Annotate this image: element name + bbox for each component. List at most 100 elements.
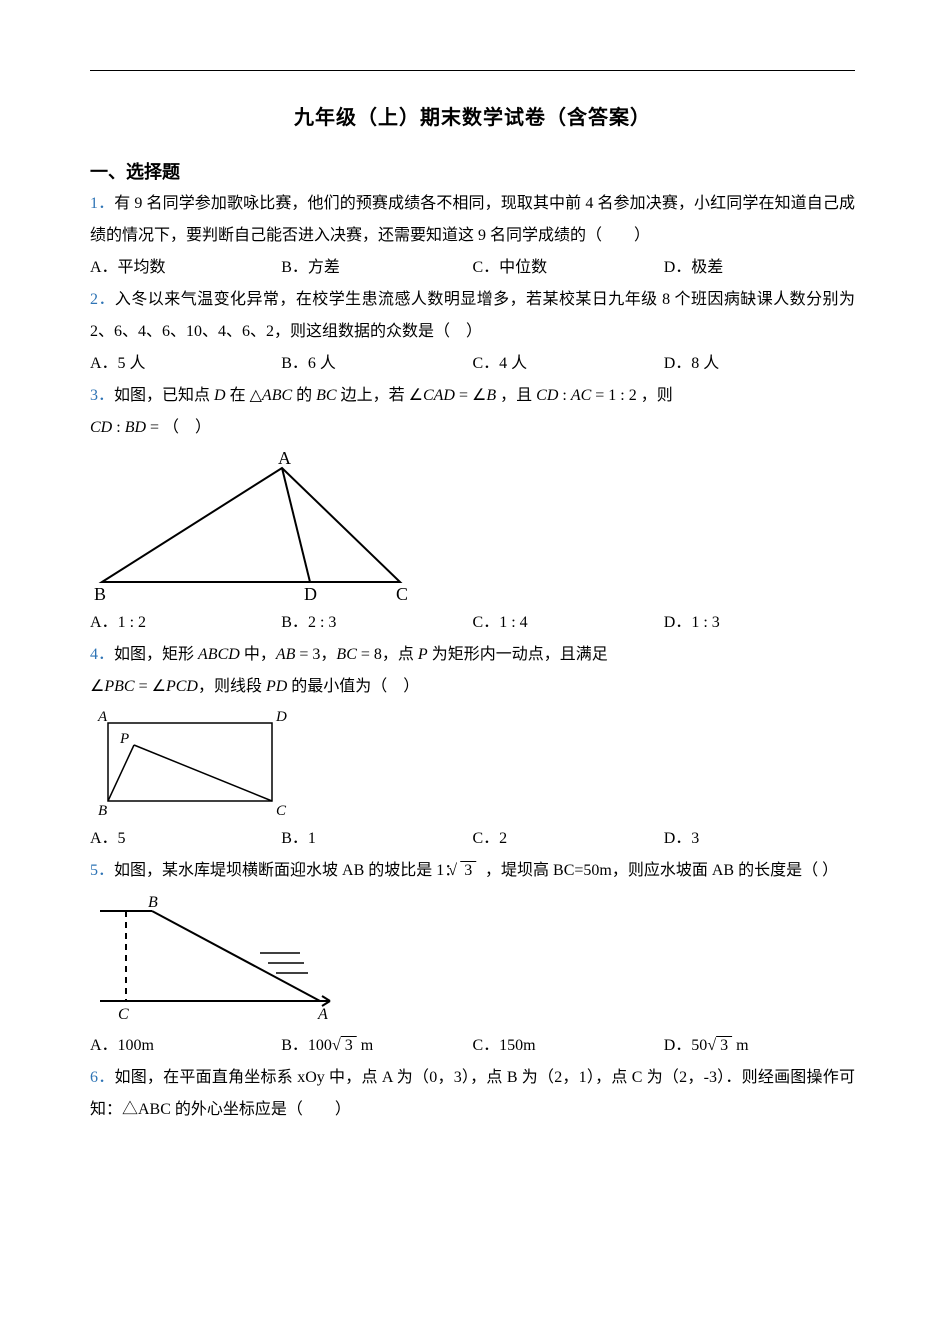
q4-option-d: D．3 bbox=[664, 823, 855, 855]
q6-text: 如图，在平面直角坐标系 xOy 中，点 A 为（0，3），点 B 为（2，1），… bbox=[90, 1069, 855, 1118]
q1-option-c: C．中位数 bbox=[473, 252, 664, 284]
q3-A-label: A． bbox=[90, 614, 118, 631]
q3-seg4: ，且 bbox=[496, 387, 536, 404]
q3-number: 3． bbox=[90, 387, 114, 404]
page-title: 九年级（上）期末数学试卷（含答案） bbox=[90, 101, 855, 130]
q3-paren: （ ） bbox=[163, 419, 211, 436]
q2-option-a: A．5 人 bbox=[90, 348, 281, 380]
q4-seg1: 中， bbox=[240, 646, 276, 663]
q3-option-b: B．2 : 3 bbox=[281, 607, 472, 639]
top-rule bbox=[90, 70, 855, 71]
q2-number: 2． bbox=[90, 291, 115, 308]
q4-label-B: B bbox=[98, 803, 107, 819]
q4-option-c: C．2 bbox=[473, 823, 664, 855]
question-4: 4．如图，矩形 ABCD 中，AB = 3，BC = 8，点 P 为矩形内一动点… bbox=[90, 639, 855, 671]
q5-option-c: C．150m bbox=[473, 1030, 664, 1062]
question-5: 5．如图，某水库堤坝横断面迎水坡 AB 的坡比是 1： 3 √，堤坝高 BC=5… bbox=[90, 855, 855, 887]
q3-label-B: B bbox=[94, 584, 106, 604]
q5-sqrt3-2: 3 bbox=[341, 1037, 357, 1054]
q3-sym-eq1: = bbox=[455, 387, 472, 404]
q3-option-d: D．1 : 3 bbox=[664, 607, 855, 639]
q3-seg3: 边上，若 bbox=[337, 387, 409, 404]
q4-label-D: D bbox=[275, 709, 287, 725]
q4-eq2: = 8 bbox=[357, 646, 382, 663]
q4-ang2: ∠ bbox=[152, 678, 166, 695]
q4-rect-svg: A D B C P bbox=[90, 709, 300, 821]
q5-option-b: B．100√ 3 m bbox=[281, 1030, 472, 1062]
q4-label-P: P bbox=[119, 731, 129, 747]
q4-figure: A D B C P bbox=[90, 709, 855, 821]
q3-sym-B: B bbox=[486, 387, 496, 404]
q3-seg-pre: 如图，已知点 bbox=[114, 387, 214, 404]
q4-sym-AB: AB bbox=[276, 646, 296, 663]
q3-D-val: 1 : 3 bbox=[691, 614, 719, 631]
q3-seg2: 的 bbox=[292, 387, 316, 404]
q3-label-D: D bbox=[304, 584, 317, 604]
q2-text: 入冬以来气温变化异常，在校学生患流感人数明显增多，若某校某日九年级 8 个班因病… bbox=[90, 291, 855, 340]
q4-sym-P: P bbox=[418, 646, 428, 663]
q3-label-C: C bbox=[396, 584, 408, 604]
q3-sym-BC: BC bbox=[316, 387, 336, 404]
q3-sym-CAD: CAD bbox=[423, 387, 455, 404]
q2-options: A．5 人 B．6 人 C．4 人 D．8 人 bbox=[90, 348, 855, 380]
q5-radical-3: √ bbox=[707, 1037, 716, 1054]
q3-sym-ang2: ∠ bbox=[472, 387, 486, 404]
q3-figure: A B D C bbox=[90, 450, 855, 605]
question-6: 6．如图，在平面直角坐标系 xOy 中，点 A 为（0，3），点 B 为（2，1… bbox=[90, 1062, 855, 1126]
q3-seg1: 在 bbox=[226, 387, 250, 404]
q4-label-A: A bbox=[97, 709, 108, 725]
q3-C-val: 1 : 4 bbox=[499, 614, 527, 631]
q5-figure: B C A bbox=[90, 893, 855, 1028]
q5-radical-1: √ bbox=[448, 862, 457, 879]
question-3-line2: CD : BD = （ ） bbox=[90, 412, 855, 444]
q3-sym-colon1: : bbox=[558, 387, 570, 404]
q5-sqrt3-1: 3 bbox=[460, 862, 476, 879]
q4-options: A．5 B．1 C．2 D．3 bbox=[90, 823, 855, 855]
q5-label-B: B bbox=[148, 894, 158, 911]
q4-mid: ，则线段 bbox=[198, 678, 266, 695]
q5-label-A: A bbox=[317, 1006, 328, 1023]
q3-option-c: C．1 : 4 bbox=[473, 607, 664, 639]
question-4-line2: ∠PBC = ∠PCD，则线段 PD 的最小值为（ ） bbox=[90, 671, 855, 703]
q2-option-d: D．8 人 bbox=[664, 348, 855, 380]
q5-B-pre: B．100 bbox=[281, 1037, 332, 1054]
q1-option-a: A．平均数 bbox=[90, 252, 281, 284]
q4-ang1: ∠ bbox=[90, 678, 104, 695]
q3-triangle-svg: A B D C bbox=[90, 450, 430, 605]
section-1-heading: 一、选择题 bbox=[90, 158, 855, 184]
q3-B-label: B． bbox=[281, 614, 308, 631]
q5-option-d: D．50√ 3 m bbox=[664, 1030, 855, 1062]
q3-sym-colon2: : bbox=[112, 419, 124, 436]
q4-seg4: 为矩形内一动点，且满足 bbox=[428, 646, 608, 663]
q2-option-b: B．6 人 bbox=[281, 348, 472, 380]
q3-A-val: 1 : 2 bbox=[118, 614, 146, 631]
q4-seg2: ， bbox=[320, 646, 336, 663]
q4-pre: 如图，矩形 bbox=[114, 646, 198, 663]
q4-sym-BC: BC bbox=[336, 646, 356, 663]
q3-sym-CD: CD bbox=[536, 387, 558, 404]
q4-option-a: A．5 bbox=[90, 823, 281, 855]
q4-PD: PD bbox=[266, 678, 287, 695]
q5-radical-2: √ bbox=[332, 1037, 341, 1054]
q1-option-d: D．极差 bbox=[664, 252, 855, 284]
q4-tail: 的最小值为（ ） bbox=[287, 678, 419, 695]
q4-label-C: C bbox=[276, 803, 287, 819]
q4-number: 4． bbox=[90, 646, 114, 663]
q5-option-a: A．100m bbox=[90, 1030, 281, 1062]
q3-D-label: D． bbox=[664, 614, 692, 631]
q4-option-b: B．1 bbox=[281, 823, 472, 855]
q5-D-pre: D．50 bbox=[664, 1037, 708, 1054]
q3-sym-ABC: ABC bbox=[262, 387, 292, 404]
q6-number: 6． bbox=[90, 1069, 114, 1086]
q3-sym-eq3: = bbox=[146, 419, 163, 436]
exam-page: 九年级（上）期末数学试卷（含答案） 一、选择题 1．有 9 名同学参加歌咏比赛，… bbox=[0, 0, 945, 1337]
question-2: 2．入冬以来气温变化异常，在校学生患流感人数明显增多，若某校某日九年级 8 个班… bbox=[90, 284, 855, 348]
q3-sym-eq2: = 1 : 2 bbox=[591, 387, 636, 404]
q3-C-label: C． bbox=[473, 614, 500, 631]
q3-sym-tri: △ bbox=[250, 387, 262, 404]
q3-sym-BD: BD bbox=[125, 419, 146, 436]
q1-text: 有 9 名同学参加歌咏比赛，他们的预赛成绩各不相同，现取其中前 4 名参加决赛，… bbox=[90, 195, 855, 244]
q3-sym-D: D bbox=[214, 387, 226, 404]
q3-options: A．1 : 2 B．2 : 3 C．1 : 4 D．1 : 3 bbox=[90, 607, 855, 639]
q2-option-c: C．4 人 bbox=[473, 348, 664, 380]
